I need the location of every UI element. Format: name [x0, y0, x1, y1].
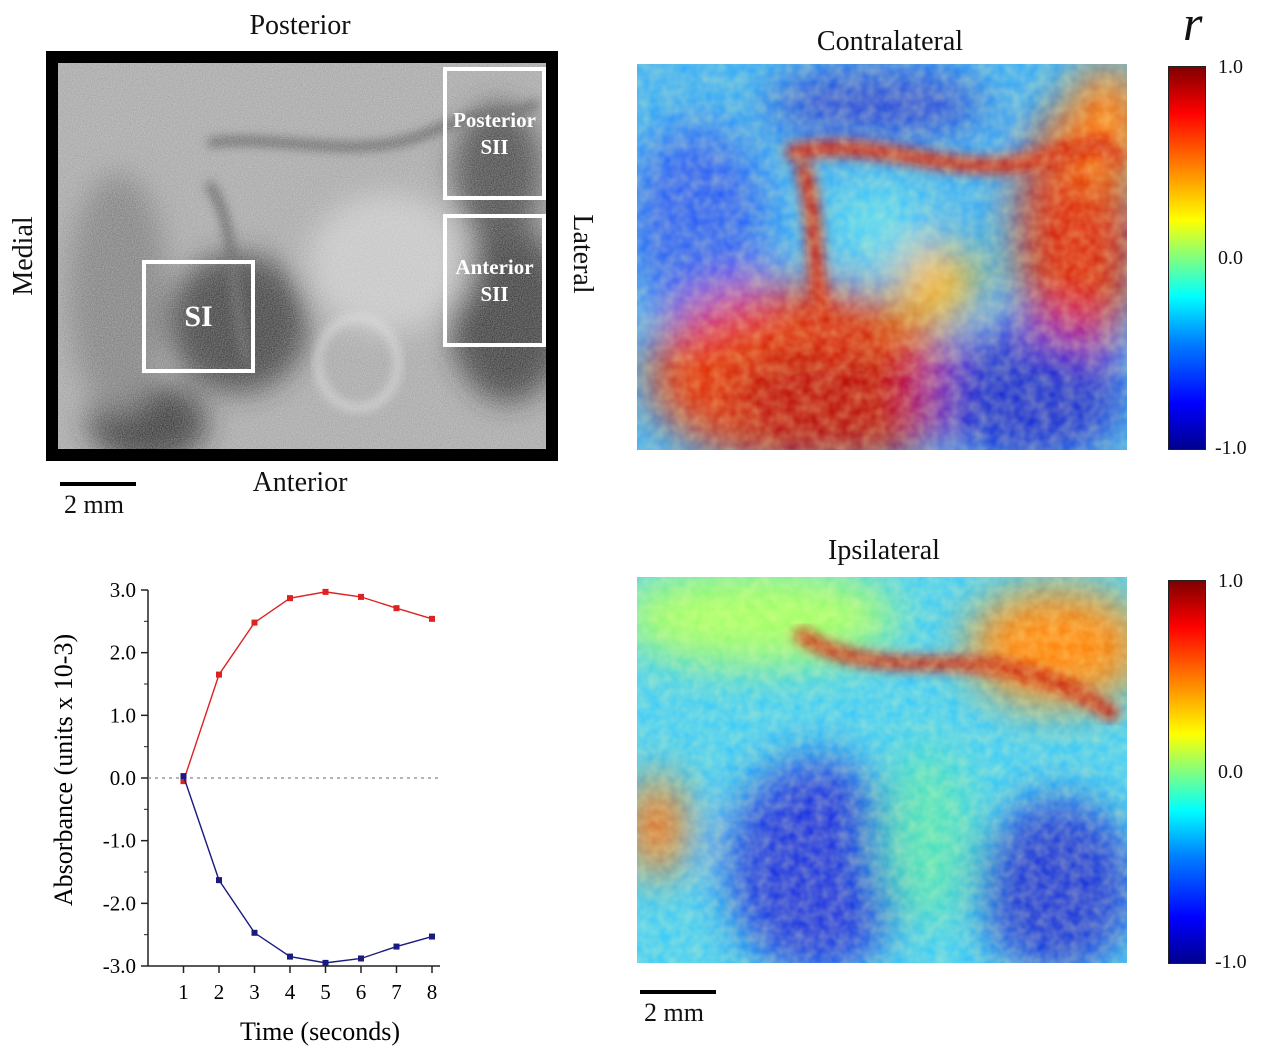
roi-si-label: SI [184, 300, 213, 333]
orientation-posterior: Posterior [249, 10, 351, 41]
chart-series-2-point [393, 943, 400, 950]
chart-series-1-point [180, 778, 187, 785]
chart-x-tick-label: 4 [285, 980, 296, 1004]
chart-series-2-point [180, 773, 187, 780]
orientation-anterior: Anterior [252, 467, 348, 498]
chart-x-axis-label: Time (seconds) [240, 1017, 400, 1046]
maps-scale-bar [640, 990, 716, 994]
contralateral-colorbar [1168, 66, 1206, 450]
contralateral-colorbar-tick-min: -1.0 [1215, 437, 1247, 459]
chart-series-line-1 [182, 591, 433, 782]
ipsilateral-colorbar [1168, 580, 1206, 964]
chart-x-tick-label: 5 [320, 980, 331, 1004]
chart-y-axis-label: Absorbance (units x 10-3) [49, 634, 78, 906]
chart-series-2-point [251, 929, 258, 936]
cortex-image-panel: SI Posterior SII Anterior SII [46, 51, 558, 461]
chart-series-1-point [251, 619, 258, 626]
chart-series-2-point [429, 933, 435, 940]
roi-si: SI [142, 260, 255, 373]
chart-series-1-point [429, 615, 435, 622]
chart-y-tick-label: -3.0 [103, 954, 136, 978]
roi-posterior-sii-label-line1: Posterior [453, 107, 536, 132]
chart-series-2-point [322, 959, 329, 966]
chart-series-2-point [287, 953, 293, 960]
cortex-scale-bar-label: 2 mm [64, 490, 124, 519]
chart-series-line-2 [182, 775, 433, 964]
ipsilateral-colorbar-tick-max: 1.0 [1218, 570, 1243, 592]
roi-posterior-sii: Posterior SII [443, 67, 546, 200]
roi-anterior-sii: Anterior SII [443, 214, 546, 347]
chart-series-1-point [216, 671, 222, 678]
roi-anterior-sii-label-line2: SII [480, 281, 509, 306]
chart-y-tick-label: 0.0 [110, 766, 136, 790]
chart-y-tick-label: 1.0 [110, 703, 136, 727]
chart-x-tick-label: 2 [214, 980, 225, 1004]
absorbance-chart: 3.0 2.0 1.0 0.0 -1.0 -2.0 -3.0 1 2 3 4 5 6 7 8 Time (s… [49, 578, 440, 1046]
contralateral-title: Contralateral [816, 26, 964, 57]
chart-x-tick-label: 7 [391, 980, 402, 1004]
chart-x-tick-label: 6 [356, 980, 367, 1004]
chart-x-tick-label: 1 [178, 980, 189, 1004]
chart-series-1-point [322, 588, 329, 595]
chart-series-2-point [358, 955, 364, 962]
ipsilateral-heatmap [637, 577, 1127, 963]
chart-y-tick-label: -1.0 [103, 829, 136, 853]
chart-x-tick-label: 3 [249, 980, 260, 1004]
orientation-medial: Medial [8, 216, 39, 296]
contralateral-colorbar-tick-max: 1.0 [1218, 56, 1243, 78]
chart-series-2-point [216, 877, 222, 884]
chart-series-1-point [287, 595, 293, 602]
maps-scale-bar-label: 2 mm [644, 998, 704, 1027]
correlation-symbol: r [1183, 0, 1203, 51]
chart-y-tick-label: -2.0 [103, 891, 136, 915]
chart-y-tick-label: 2.0 [110, 641, 136, 665]
chart-series-1-point [393, 605, 400, 612]
cortex-scale-bar [60, 482, 136, 486]
ipsilateral-colorbar-tick-min: -1.0 [1215, 951, 1247, 973]
chart-x-tick-label: 8 [427, 980, 438, 1004]
orientation-lateral: Lateral [567, 214, 598, 294]
ipsilateral-colorbar-tick-mid: 0.0 [1218, 761, 1243, 783]
roi-anterior-sii-label-line1: Anterior [455, 254, 534, 279]
roi-posterior-sii-label-line2: SII [480, 134, 509, 159]
contralateral-colorbar-tick-mid: 0.0 [1218, 247, 1243, 269]
chart-series-1-point [358, 593, 364, 600]
chart-y-tick-label: 3.0 [110, 578, 136, 602]
contralateral-heatmap [637, 64, 1127, 450]
ipsilateral-title: Ipsilateral [828, 535, 940, 566]
cortex-image [58, 63, 546, 449]
